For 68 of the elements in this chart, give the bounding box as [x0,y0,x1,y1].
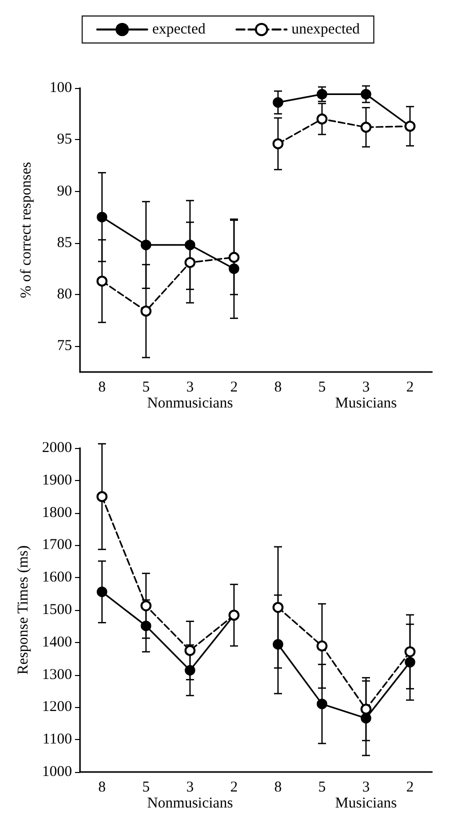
x-tick-label: 5 [318,380,326,396]
y-tick-label: 1600 [42,570,72,586]
y-tick-label: 80 [57,286,72,303]
x-tick-label: 5 [142,380,150,396]
point [184,645,196,656]
x-tick-label: 3 [362,380,370,396]
point [96,212,108,222]
point [140,240,152,250]
point [316,113,328,124]
point [360,704,372,715]
y-tick-label: 95 [57,132,72,148]
x-tick-label: 2 [230,380,238,396]
y-tick-label: 90 [57,183,72,200]
point [316,640,328,652]
legend-label: expected [152,22,206,38]
point [184,257,196,268]
y-tick-label: 1100 [42,732,72,748]
y-tick-label: 2000 [42,440,72,456]
y-tick-label: 100 [50,80,72,96]
x-tick-label: 2 [406,380,414,396]
point [272,602,284,613]
point [228,263,240,274]
point [140,620,152,632]
point [404,656,416,668]
x-tick-label: 3 [362,780,370,796]
y-tick-label: 75 [57,338,72,354]
x-tick-label: 8 [98,380,106,396]
y-axis-title: % of correct responses [18,162,34,298]
y-tick-label: 1500 [42,602,72,618]
point [140,306,152,317]
y-tick-label: 1300 [42,666,72,683]
point [96,491,108,502]
y-axis-title: Response Times (ms) [16,545,32,675]
y-tick-label: 1900 [42,472,72,488]
y-tick-label: 1700 [42,537,72,554]
y-tick-label: 85 [57,234,72,251]
y-tick-label: 1400 [42,634,72,650]
point [272,138,284,150]
text: Musicians [335,796,397,812]
x-tick-label: 8 [274,780,282,796]
point [228,252,240,263]
point [360,712,372,724]
point [184,240,196,250]
point [272,639,284,650]
point [316,698,328,710]
point [404,646,416,658]
legend-label: unexpected [292,22,360,38]
point [96,586,108,598]
x-tick-label: 2 [230,780,238,796]
point [140,600,152,612]
text: Nonmusicians [147,396,234,412]
x-tick-label: 5 [142,780,150,796]
text: Musicians [335,396,397,412]
y-tick-label: 1000 [42,764,72,780]
point [96,276,108,287]
x-tick-label: 3 [186,780,194,796]
x-tick-label: 3 [186,380,194,396]
y-tick-label: 1200 [42,699,72,716]
y-tick-label: 1800 [42,504,72,521]
x-tick-label: 2 [406,780,414,796]
x-tick-label: 5 [318,780,326,796]
x-tick-label: 8 [274,380,282,396]
x-tick-label: 8 [98,780,106,796]
point [184,665,196,676]
point [272,97,284,108]
point [360,88,372,100]
point [360,122,372,133]
text: Nonmusicians [147,796,234,812]
